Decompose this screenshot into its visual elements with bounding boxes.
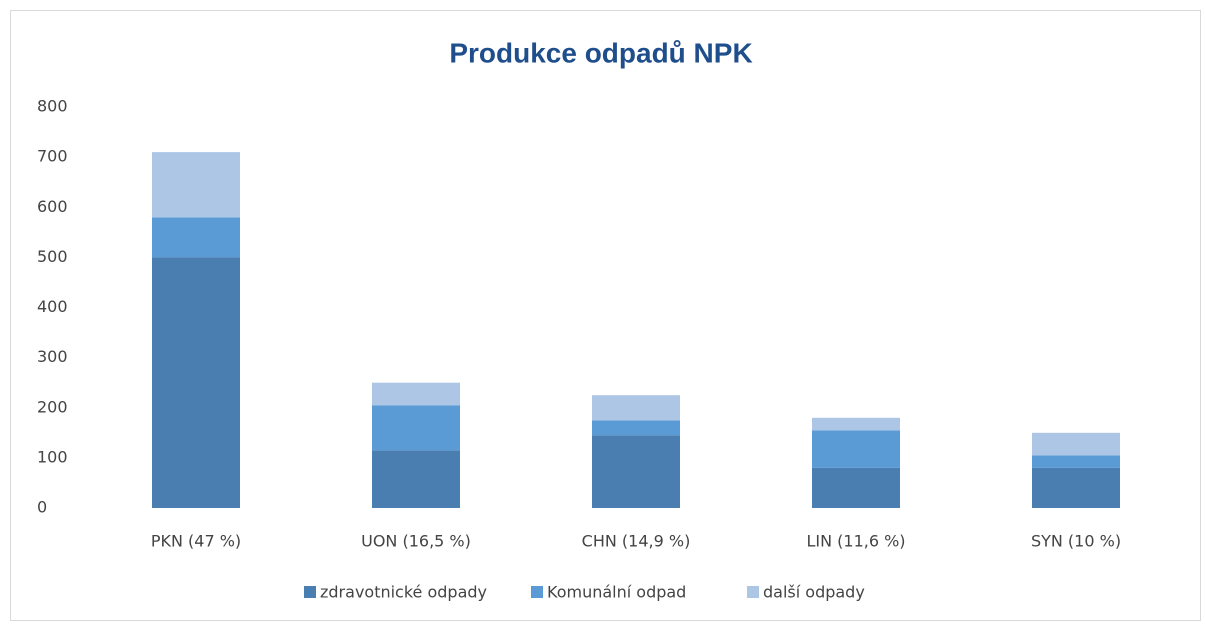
bar-segment xyxy=(372,405,460,451)
legend-swatch xyxy=(747,586,759,598)
y-tick-label: 600 xyxy=(37,197,68,216)
bar-segment xyxy=(152,257,240,508)
bar-segment xyxy=(152,217,240,258)
bar-segment xyxy=(812,467,900,508)
bar-segment xyxy=(1032,467,1120,508)
x-tick-label: UON (16,5 %) xyxy=(361,532,471,551)
bar-segment xyxy=(592,420,680,436)
y-tick-label: 800 xyxy=(37,97,68,116)
y-tick-label: 700 xyxy=(37,147,68,166)
bar-segment xyxy=(152,152,240,218)
y-tick-label: 200 xyxy=(37,397,68,416)
bar-segment xyxy=(592,395,680,421)
x-tick-label: PKN (47 %) xyxy=(151,532,241,551)
bar-segment xyxy=(1032,455,1120,468)
y-tick-label: 400 xyxy=(37,297,68,316)
legend-label: další odpady xyxy=(763,583,865,602)
bar-segment xyxy=(372,450,460,508)
bar-segment xyxy=(372,382,460,406)
bar-segment xyxy=(812,417,900,431)
bar-segment xyxy=(592,435,680,508)
legend-label: Komunální odpad xyxy=(547,583,686,602)
x-tick-label: CHN (14,9 %) xyxy=(582,532,691,551)
bar-segment xyxy=(1032,432,1120,456)
x-tick-label: SYN (10 %) xyxy=(1031,532,1121,551)
y-tick-label: 300 xyxy=(37,347,68,366)
y-tick-label: 100 xyxy=(37,447,68,466)
legend-label: zdravotnické odpady xyxy=(320,583,487,602)
y-tick-label: 500 xyxy=(37,247,68,266)
chart-title: Produkce odpadů NPK xyxy=(449,37,752,68)
legend-swatch xyxy=(304,586,316,598)
bar-segment xyxy=(812,430,900,468)
y-tick-label: 0 xyxy=(37,498,47,517)
x-tick-label: LIN (11,6 %) xyxy=(806,532,905,551)
legend-swatch xyxy=(531,586,543,598)
